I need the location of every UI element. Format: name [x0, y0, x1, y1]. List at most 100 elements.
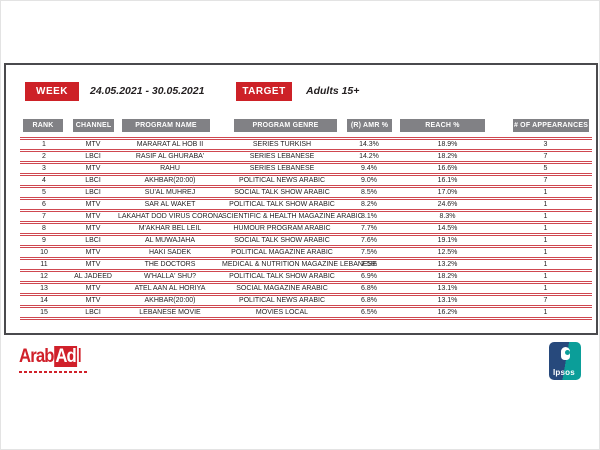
cell-genre: SOCIAL MAGAZINE ARABIC: [222, 281, 342, 295]
cell-rank: 2: [20, 149, 68, 163]
table-row: 11 MTV THE DOCTORS MEDICAL & NUTRITION MAGA…: [20, 257, 592, 271]
target-label-badge: TARGET: [236, 82, 292, 101]
target-value: Adults 15+: [306, 85, 360, 97]
cell-program: AKHBAR(20:00): [118, 293, 222, 307]
table-row: 4 LBCI AKHBAR(20:00) POLITICAL NEWS ARABIC 9…: [20, 173, 592, 187]
cell-program: SAR AL WAKET: [118, 197, 222, 211]
cell-appearances: 1: [499, 305, 592, 320]
cell-amr: 7.6%: [342, 233, 396, 247]
cell-reach: 14.5%: [396, 221, 499, 235]
cell-amr: 6.8%: [342, 281, 396, 295]
cell-rank: 7: [20, 209, 68, 223]
table-row: 2 LBCI RASIF AL GHURABA' SERIES LEBANESE 14.…: [20, 149, 592, 163]
cell-channel: MTV: [68, 197, 118, 211]
table-row: 15 LBCI LEBANESE MOVIE MOVIES LOCAL 6.5% 16.2…: [20, 305, 592, 320]
program-ranking-table: RANK CHANNEL PROGRAM NAME PROGRAM GENRE (R) …: [20, 119, 592, 320]
cell-appearances: 1: [499, 233, 592, 247]
cell-genre: POLITICAL TALK SHOW ARABIC: [222, 269, 342, 283]
cell-genre: SOCIAL TALK SHOW ARABIC: [222, 233, 342, 247]
cell-rank: 3: [20, 161, 68, 175]
cell-rank: 1: [20, 137, 68, 151]
table-row: 14 MTV AKHBAR(20:00) POLITICAL NEWS ARABIC 6…: [20, 293, 592, 307]
cell-appearances: 1: [499, 269, 592, 283]
cell-appearances: 3: [499, 137, 592, 151]
cell-genre: POLITICAL NEWS ARABIC: [222, 173, 342, 187]
cell-reach: 18.9%: [396, 137, 499, 151]
table-header-row: RANK CHANNEL PROGRAM NAME PROGRAM GENRE (R) …: [20, 119, 592, 139]
cell-amr: 9.4%: [342, 161, 396, 175]
cell-reach: 8.3%: [396, 209, 499, 223]
cell-program: M'AKHAR BEL LEIL: [118, 221, 222, 235]
cell-channel: MTV: [68, 137, 118, 151]
cell-program: AL MUWAJAHA: [118, 233, 222, 247]
cell-appearances: 7: [499, 149, 592, 163]
cell-reach: 18.2%: [396, 269, 499, 283]
cell-channel: MTV: [68, 209, 118, 223]
column-header-program-genre: PROGRAM GENRE: [222, 119, 342, 139]
cell-genre: SERIES LEBANESE: [222, 161, 342, 175]
cell-program: HAKI SADEK: [118, 245, 222, 259]
cell-appearances: 1: [499, 185, 592, 199]
arabad-bar-icon: [78, 348, 81, 362]
cell-appearances: 1: [499, 197, 592, 211]
cell-channel: MTV: [68, 245, 118, 259]
arabad-text-arab: Arab: [19, 346, 54, 367]
cell-amr: 8.5%: [342, 185, 396, 199]
table-row: 1 MTV MARARAT AL HOB II SERIES TURKISH 14.3%…: [20, 137, 592, 151]
cell-program: RAHU: [118, 161, 222, 175]
cell-appearances: 1: [499, 281, 592, 295]
cell-amr: 14.3%: [342, 137, 396, 151]
cell-amr: 7.5%: [342, 257, 396, 271]
cell-rank: 6: [20, 197, 68, 211]
column-header-r-amr: (R) AMR %: [342, 119, 396, 139]
cell-appearances: 1: [499, 209, 592, 223]
ipsos-figure-icon: [561, 347, 570, 360]
cell-genre: POLITICAL TALK SHOW ARABIC: [222, 197, 342, 211]
cell-channel: MTV: [68, 221, 118, 235]
cell-genre: MEDICAL & NUTRITION MAGAZINE LEBANESE: [222, 257, 377, 271]
cell-reach: 13.1%: [396, 281, 499, 295]
cell-amr: 9.0%: [342, 173, 396, 187]
cell-genre: SERIES LEBANESE: [222, 149, 342, 163]
cell-reach: 13.1%: [396, 293, 499, 307]
target-label: TARGET: [242, 86, 286, 97]
table-row: 13 MTV ATEL AAN AL HORIYA SOCIAL MAGAZINE A…: [20, 281, 592, 295]
cell-program: THE DOCTORS: [118, 257, 222, 271]
cell-rank: 10: [20, 245, 68, 259]
cell-rank: 11: [20, 257, 68, 271]
table-row: 7 MTV LAKAHAT DOD VIRUS CORONA SCIENTIFIC &…: [20, 209, 592, 223]
cell-program: SU'AL MUHREJ: [118, 185, 222, 199]
table-row: 6 MTV SAR AL WAKET POLITICAL TALK SHOW ARAB…: [20, 197, 592, 211]
cell-channel: LBCI: [68, 149, 118, 163]
cell-amr: 6.5%: [342, 305, 396, 320]
cell-channel: MTV: [68, 257, 118, 271]
cell-rank: 13: [20, 281, 68, 295]
cell-program: ATEL AAN AL HORIYA: [118, 281, 222, 295]
arabad-logo: ArabAd: [19, 346, 109, 373]
table-row: 3 MTV RAHU SERIES LEBANESE 9.4% 16.6% 5: [20, 161, 592, 175]
cell-genre: POLITICAL NEWS ARABIC: [222, 293, 342, 307]
cell-channel: LBCI: [68, 173, 118, 187]
cell-appearances: 7: [499, 293, 592, 307]
cell-rank: 12: [20, 269, 68, 283]
cell-reach: 16.2%: [396, 305, 499, 320]
cell-channel: MTV: [68, 281, 118, 295]
cell-amr: 7.5%: [342, 245, 396, 259]
cell-amr: 8.2%: [342, 197, 396, 211]
cell-rank: 15: [20, 305, 68, 320]
cell-rank: 9: [20, 233, 68, 247]
cell-amr: 14.2%: [342, 149, 396, 163]
cell-reach: 24.6%: [396, 197, 499, 211]
ipsos-logo: Ipsos: [549, 342, 581, 380]
cell-rank: 4: [20, 173, 68, 187]
cell-genre: POLITICAL MAGAZINE ARABIC: [222, 245, 342, 259]
cell-amr: 7.7%: [342, 221, 396, 235]
cell-appearances: 1: [499, 221, 592, 235]
arabad-wordmark: ArabAd: [19, 346, 98, 368]
arabad-tagline: [19, 371, 87, 373]
cell-appearances: 7: [499, 173, 592, 187]
week-label-badge: WEEK: [25, 82, 79, 101]
ranking-board: WEEK 24.05.2021 - 30.05.2021 TARGET Adul…: [4, 63, 598, 335]
column-header-reach: REACH %: [396, 119, 499, 139]
